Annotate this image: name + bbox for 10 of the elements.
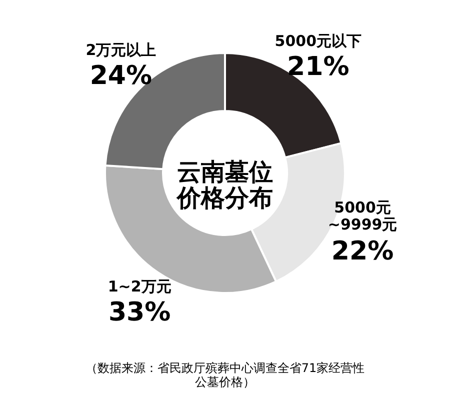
slice-label: 2万元以上: [86, 41, 156, 60]
data-label: 24%: [90, 61, 152, 92]
data-label: 22%: [331, 236, 394, 267]
data-label: 21%: [287, 52, 350, 82]
slice-label: 5000元以下: [274, 32, 362, 50]
data-label: 33%: [108, 298, 171, 328]
text: 云南墓位价格分布: [176, 158, 273, 212]
slice-label: 5000元~9999元: [328, 198, 398, 234]
slice-label: 1~2万元: [108, 278, 172, 296]
text: （数据来源：省民政厅殡葬中心调查全省71家经营性公墓价格）: [85, 361, 365, 389]
